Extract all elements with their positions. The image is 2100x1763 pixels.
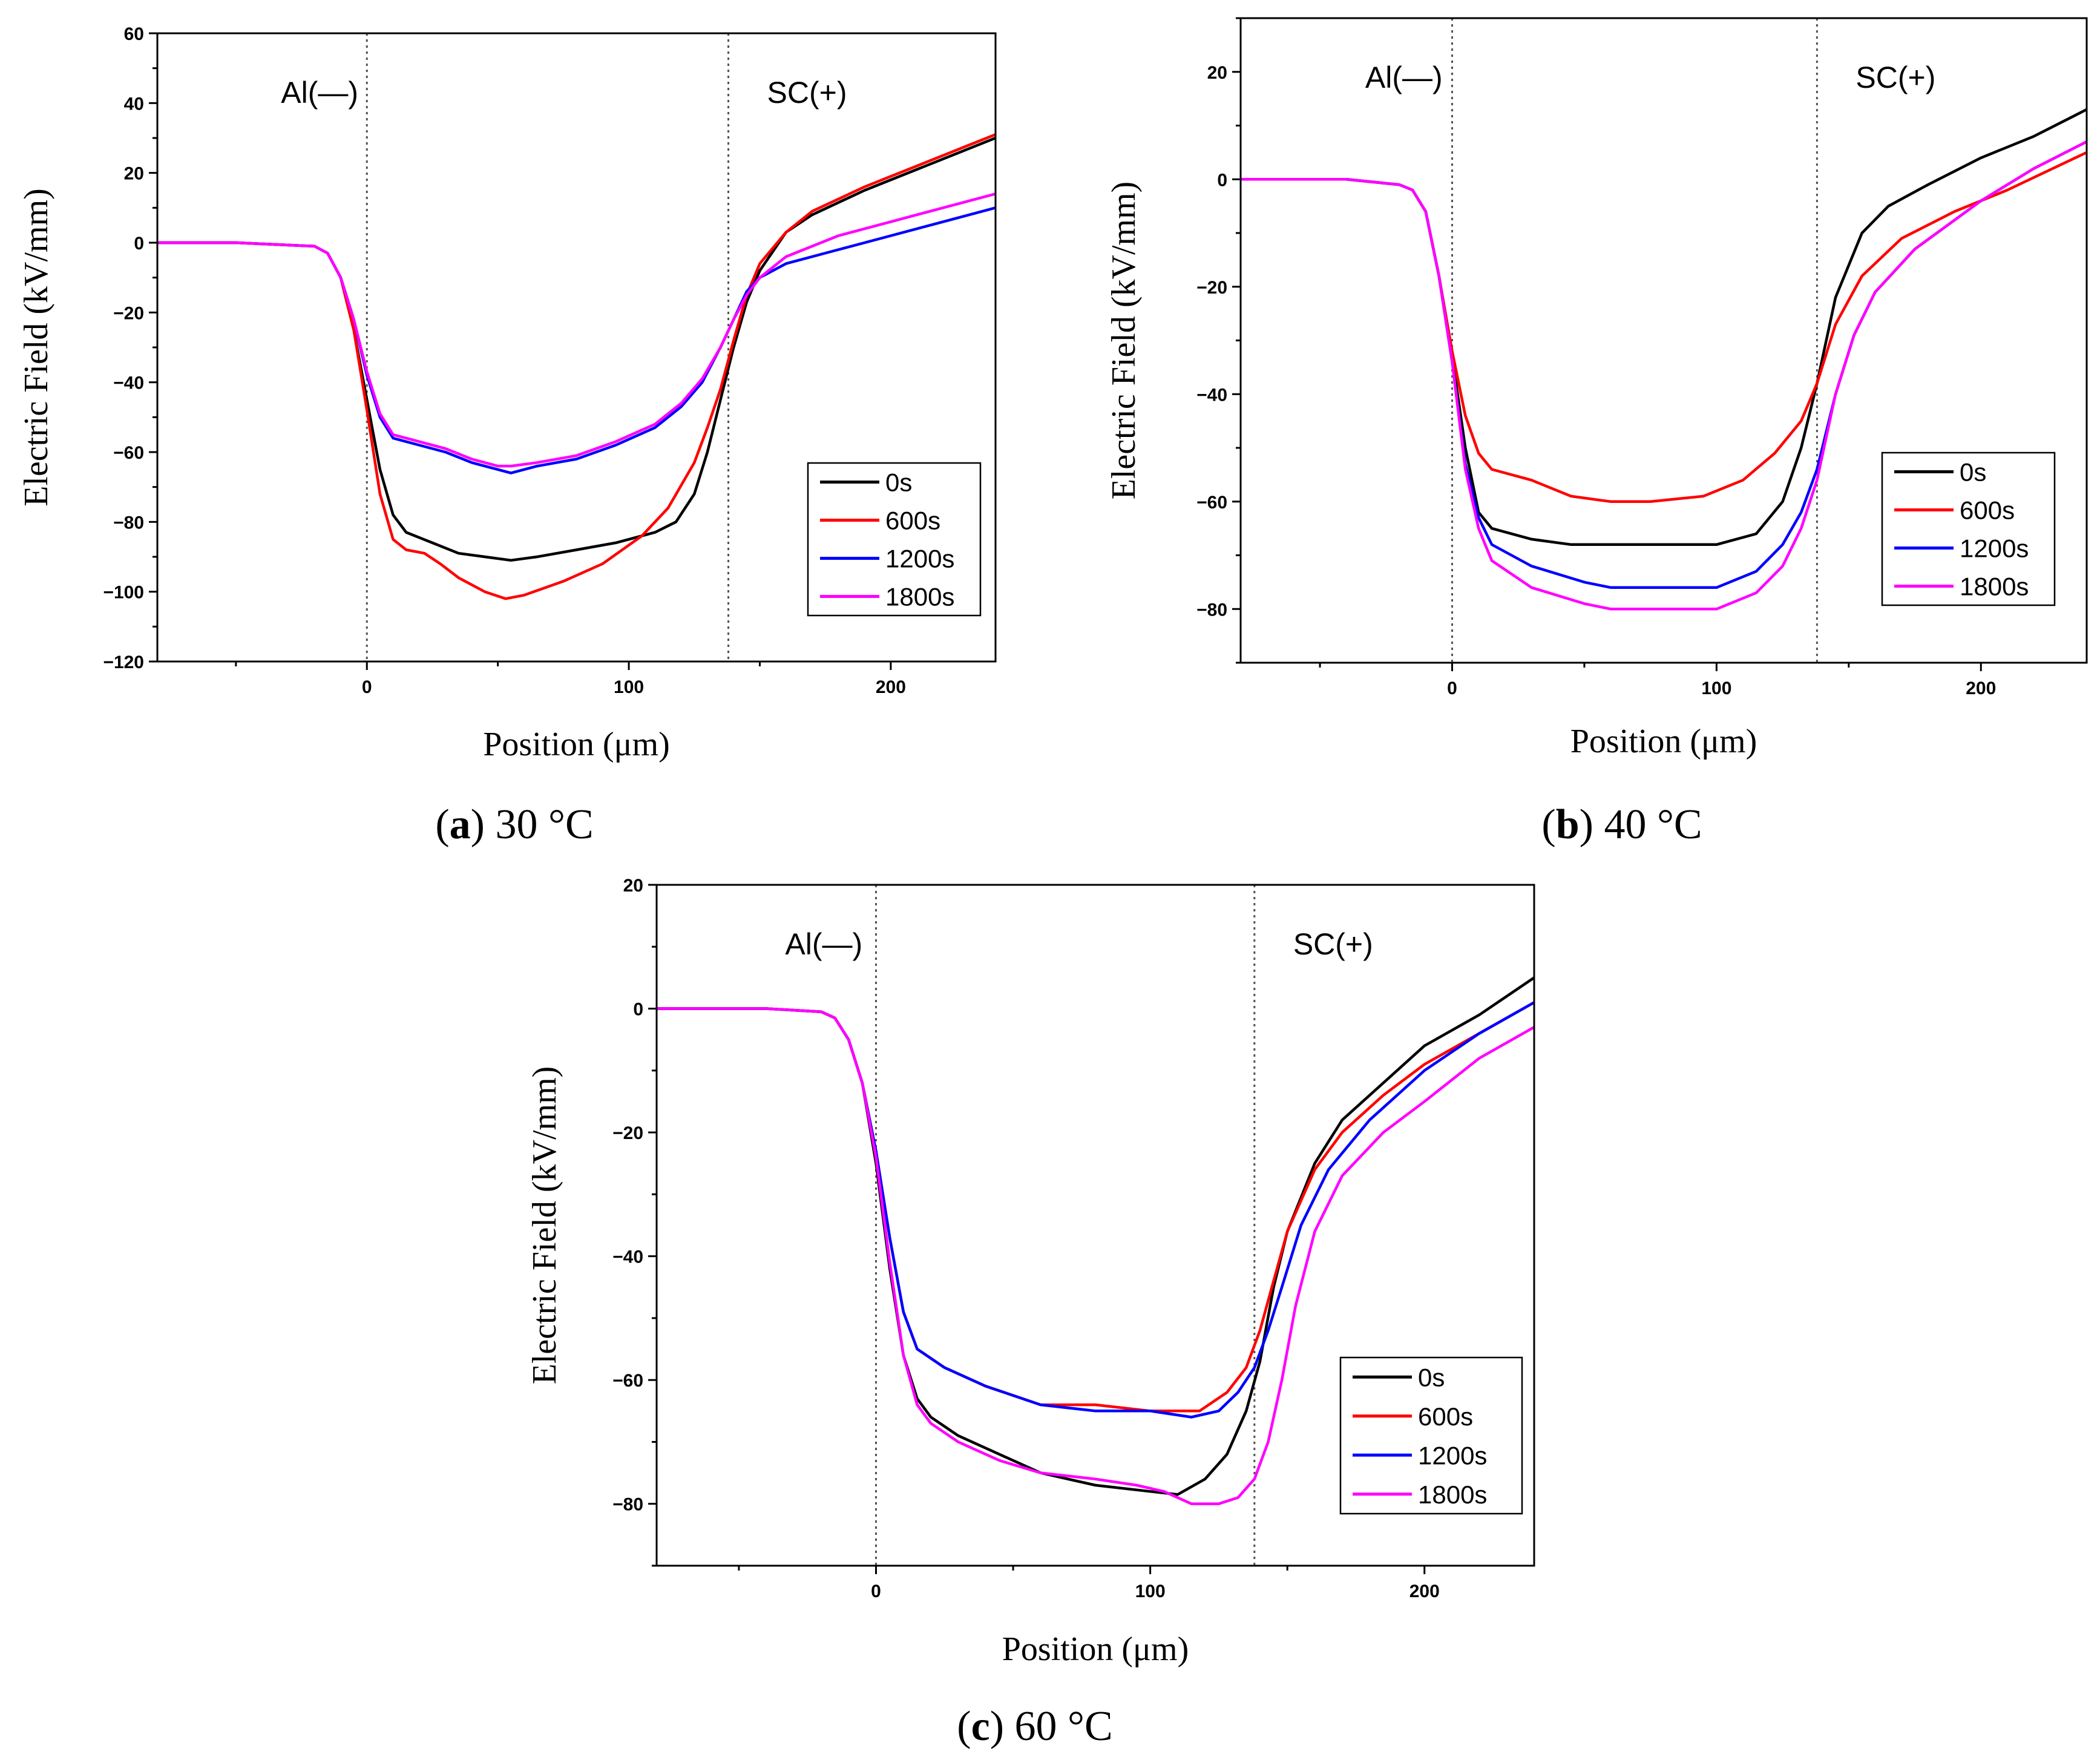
- y-tick-label: −60: [612, 1371, 643, 1391]
- y-axis-title: Electric Field (kV/mm): [18, 188, 55, 507]
- caption-paren-close: ): [990, 1703, 1004, 1750]
- x-tick-label: 0: [362, 677, 372, 697]
- caption-letter: c: [971, 1703, 990, 1750]
- x-axis-title: Position (μm): [483, 726, 670, 763]
- panel-caption: (b) 40 °C: [1541, 801, 1702, 848]
- region-label-sc: SC(+): [1856, 61, 1935, 94]
- y-tick-label: −80: [113, 513, 144, 533]
- legend-label-1800s: 1800s: [1960, 573, 2029, 601]
- legend-box: [807, 462, 982, 617]
- y-tick-label: −80: [1196, 600, 1227, 620]
- legend-box: [1881, 451, 2056, 606]
- legend-label-1800s: 1800s: [1418, 1480, 1487, 1509]
- y-tick-label: 20: [1207, 63, 1227, 83]
- legend: 0s 600s 1200s 1800s: [1339, 1356, 1523, 1515]
- y-tick-label: −20: [612, 1123, 643, 1143]
- region-label-al: Al(—): [281, 76, 358, 110]
- legend: 0s 600s 1200s 1800s: [1881, 451, 2056, 606]
- y-tick-label: −40: [113, 373, 144, 393]
- y-tick-label: 0: [633, 1000, 643, 1020]
- caption-temperature: 60 °C: [1004, 1703, 1113, 1750]
- series-line-1800s: [657, 1007, 1534, 1505]
- caption-letter: a: [450, 801, 471, 848]
- series-line-1800s: [1241, 140, 2087, 611]
- legend-label-600s: 600s: [885, 507, 940, 535]
- caption-temperature: 30 °C: [485, 801, 594, 848]
- y-tick-label: 0: [1217, 170, 1227, 190]
- region-label-sc: SC(+): [767, 76, 847, 110]
- y-tick-label: 20: [124, 164, 144, 184]
- panel-caption: (c) 60 °C: [957, 1703, 1112, 1750]
- x-tick-label: 100: [1701, 678, 1731, 698]
- legend-label-1200s: 1200s: [1418, 1441, 1487, 1469]
- region-label-al: Al(—): [1365, 61, 1443, 94]
- chart-panel-a: 0 100 2006040200−20−40−60−80−100−120Positi…: [18, 24, 997, 848]
- series-group: [657, 976, 1534, 1505]
- plot-frame: [655, 884, 1535, 1567]
- legend-label-1200s: 1200s: [1960, 534, 2029, 563]
- y-tick-label: 60: [124, 24, 144, 44]
- legend-label-600s: 600s: [1960, 496, 2015, 525]
- y-tick-label: 20: [623, 876, 643, 896]
- caption-paren-open: (: [1541, 801, 1555, 848]
- y-tick-label: −20: [1196, 278, 1227, 298]
- legend-label-1800s: 1800s: [885, 583, 954, 611]
- region-label-al: Al(—): [785, 927, 862, 961]
- series-group: [1241, 108, 2087, 611]
- panel-caption: (a) 30 °C: [435, 801, 593, 848]
- legend-label-1200s: 1200s: [885, 545, 954, 573]
- x-axis-title: Position (μm): [1002, 1630, 1189, 1668]
- legend-label-600s: 600s: [1418, 1402, 1473, 1431]
- y-tick-label: 0: [134, 234, 144, 254]
- y-tick-label: −100: [103, 583, 144, 603]
- caption-paren-open: (: [435, 801, 449, 848]
- y-tick-label: −120: [103, 652, 144, 672]
- legend-label-0s: 0s: [1960, 458, 1986, 487]
- y-tick-label: −80: [612, 1495, 643, 1515]
- x-tick-label: 0: [1447, 678, 1457, 698]
- series-group: [157, 133, 996, 600]
- caption-paren-close: ): [471, 801, 485, 848]
- y-tick-label: −40: [612, 1247, 643, 1267]
- y-tick-label: −40: [1196, 385, 1227, 405]
- x-tick-label: 0: [871, 1581, 881, 1601]
- y-tick-label: −60: [1196, 493, 1227, 513]
- legend-box: [1339, 1356, 1523, 1515]
- caption-letter: b: [1556, 801, 1580, 848]
- x-tick-label: 100: [1135, 1581, 1166, 1601]
- y-tick-label: −60: [113, 443, 144, 463]
- x-axis-title: Position (μm): [1570, 723, 1757, 760]
- legend: 0s 600s 1200s 1800s: [807, 462, 982, 617]
- caption-paren-close: ): [1580, 801, 1593, 848]
- x-tick-label: 200: [1966, 678, 1996, 698]
- x-tick-label: 100: [614, 677, 644, 697]
- legend-label-0s: 0s: [885, 468, 912, 497]
- region-label-sc: SC(+): [1293, 927, 1373, 961]
- legend-label-0s: 0s: [1418, 1363, 1445, 1391]
- series-line-1800s: [157, 192, 996, 468]
- x-tick-label: 200: [876, 677, 906, 697]
- y-axis-title: Electric Field (kV/mm): [526, 1066, 563, 1385]
- caption-temperature: 40 °C: [1593, 801, 1702, 848]
- y-axis-title: Electric Field (kV/mm): [1105, 182, 1143, 500]
- y-tick-label: 40: [124, 94, 144, 114]
- y-tick-label: −20: [113, 303, 144, 323]
- x-tick-label: 200: [1409, 1581, 1440, 1601]
- caption-paren-open: (: [957, 1703, 971, 1750]
- series-line-600s: [157, 133, 996, 600]
